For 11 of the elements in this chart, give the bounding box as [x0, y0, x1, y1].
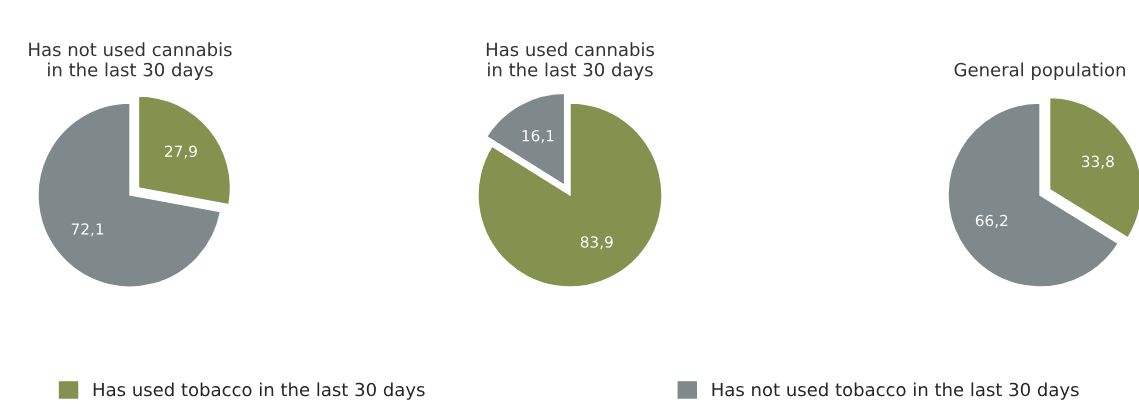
legend-label: Has not used tobacco in the last 30 days	[712, 382, 1079, 400]
chart-title: Has not used cannabis in the last 30 days	[29, 42, 232, 80]
legend-label: Has used tobacco in the last 30 days	[93, 382, 425, 400]
data-label: 66,2	[975, 214, 1008, 228]
data-label: 33,8	[1082, 155, 1114, 169]
data-label: 16,1	[522, 129, 554, 144]
data-label: 27,9	[165, 145, 197, 159]
chart-title: General population	[954, 62, 1125, 80]
data-label: 72,1	[71, 223, 104, 237]
chart-title: Has used cannabis in the last 30 days	[486, 42, 655, 80]
data-label: 83,9	[580, 236, 613, 250]
